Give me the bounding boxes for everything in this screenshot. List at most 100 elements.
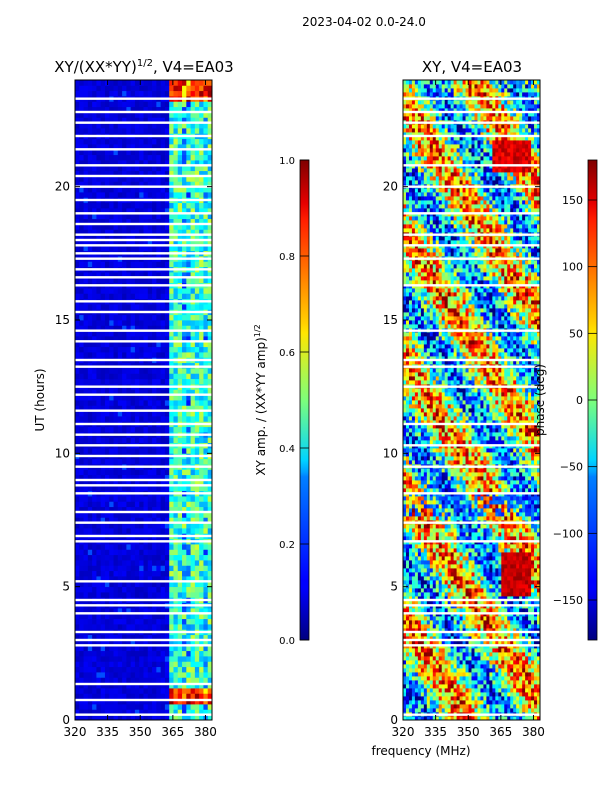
panel1-cell bbox=[177, 181, 183, 188]
panel2-cell bbox=[462, 680, 466, 685]
panel1-cell bbox=[92, 714, 97, 720]
panel1-cell bbox=[134, 485, 140, 492]
panel1-cell bbox=[160, 400, 166, 406]
panel1-cell bbox=[104, 320, 110, 326]
panel1-cell bbox=[203, 416, 209, 422]
panel1-cell bbox=[117, 586, 123, 593]
panel1-cell bbox=[194, 245, 200, 252]
panel1-cell bbox=[104, 346, 110, 353]
panel1-cell bbox=[173, 549, 179, 556]
panel1-cell bbox=[207, 202, 212, 209]
panel2-cell bbox=[456, 632, 460, 637]
panel2-cell bbox=[408, 640, 413, 645]
panel1-cell bbox=[173, 128, 179, 134]
panel2-cell bbox=[519, 708, 523, 713]
panel1-cell bbox=[160, 688, 166, 694]
panel2-cell bbox=[525, 656, 529, 661]
panel1-cell bbox=[203, 138, 209, 145]
panel2-cell bbox=[450, 664, 455, 669]
panel1-cell bbox=[182, 698, 187, 705]
panel1-cell bbox=[92, 192, 97, 198]
panel1-cell bbox=[203, 448, 209, 454]
panel1-cell bbox=[203, 618, 209, 625]
panel1-cell bbox=[169, 218, 174, 225]
panel2-cell bbox=[405, 632, 410, 637]
panel2-cell bbox=[528, 680, 532, 685]
panel1-cell bbox=[177, 394, 183, 401]
panel2-cell bbox=[456, 672, 460, 677]
panel1-cell bbox=[100, 261, 106, 268]
panel1-cell bbox=[207, 160, 212, 166]
panel1-cell bbox=[173, 485, 179, 492]
panel1-cell bbox=[117, 522, 123, 529]
panel1-cell bbox=[143, 698, 149, 705]
panel1-cell bbox=[87, 416, 93, 422]
panel1-cell bbox=[194, 677, 200, 684]
panel1-cell bbox=[126, 186, 132, 193]
panel1-cell bbox=[75, 122, 80, 129]
panel1-cell bbox=[182, 122, 187, 129]
panel1-cell bbox=[117, 485, 123, 492]
panel2-cell bbox=[486, 680, 490, 685]
panel1-cell bbox=[143, 688, 149, 694]
panel1-cell bbox=[92, 576, 97, 582]
panel1-cell bbox=[190, 149, 196, 156]
panel1-cell bbox=[199, 368, 204, 374]
panel1-cell bbox=[147, 448, 153, 454]
panel1-cell bbox=[152, 458, 157, 465]
panel1-cell bbox=[169, 213, 174, 220]
panel1-cell bbox=[100, 186, 106, 193]
panel1-cell bbox=[143, 314, 149, 321]
panel1-cell bbox=[160, 101, 166, 108]
panel1-cell bbox=[134, 480, 140, 486]
panel1-cell bbox=[147, 634, 153, 641]
panel1-cell bbox=[190, 698, 196, 705]
panel1-cell bbox=[147, 672, 153, 678]
panel1-cell bbox=[164, 608, 170, 614]
panel1-cell bbox=[100, 528, 106, 534]
panel1-cell bbox=[122, 320, 127, 326]
panel1-cell bbox=[156, 149, 162, 156]
panel2-cell bbox=[405, 664, 410, 669]
panel2-cell bbox=[414, 640, 419, 645]
panel1-cell bbox=[104, 485, 110, 492]
panel1-cell bbox=[190, 517, 196, 524]
panel1-cell bbox=[96, 245, 102, 252]
panel1-cell bbox=[75, 288, 80, 294]
panel1-cell bbox=[152, 645, 157, 652]
panel2-cell bbox=[453, 656, 458, 661]
panel1-cell bbox=[186, 672, 191, 678]
panel2-cell bbox=[435, 708, 440, 713]
panel1-cell bbox=[190, 554, 196, 561]
panel1-cell bbox=[87, 661, 93, 668]
panel1-cell bbox=[83, 325, 89, 332]
panel1-cell bbox=[100, 592, 106, 598]
panel1-cell bbox=[160, 288, 166, 294]
panel2-cell bbox=[411, 652, 416, 657]
panel1-cell bbox=[177, 128, 183, 134]
panel2-cell bbox=[453, 648, 458, 653]
panel1-cell bbox=[92, 352, 97, 358]
panel1-cell bbox=[207, 378, 212, 385]
panel1-cell bbox=[182, 458, 187, 465]
panel1-cell bbox=[122, 288, 127, 294]
panel2-cell bbox=[435, 636, 440, 641]
panel1-cell bbox=[160, 554, 166, 561]
panel1-cell bbox=[194, 341, 200, 348]
panel1-cell bbox=[199, 341, 204, 348]
panel2-cell bbox=[498, 692, 502, 697]
panel1-flagged-row bbox=[75, 580, 212, 583]
panel2-cell bbox=[507, 672, 511, 677]
panel1-cell bbox=[100, 245, 106, 252]
panel1-cell bbox=[130, 330, 136, 337]
panel1-flagged-row bbox=[75, 385, 212, 388]
panel1-cell bbox=[152, 288, 157, 294]
panel1-cell bbox=[109, 581, 114, 588]
panel1-cell bbox=[156, 576, 162, 582]
panel1-cell bbox=[134, 154, 140, 161]
panel1-cell bbox=[134, 560, 140, 566]
panel1-cell bbox=[96, 506, 102, 513]
panel2-cell bbox=[414, 680, 419, 685]
panel2-cell bbox=[471, 660, 475, 665]
panel1-cell bbox=[164, 581, 170, 588]
